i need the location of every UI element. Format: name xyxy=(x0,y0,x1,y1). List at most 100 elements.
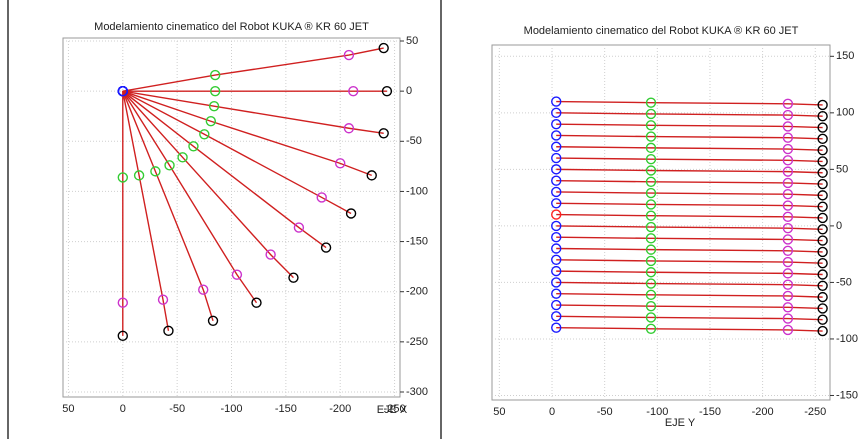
joint-marker xyxy=(265,249,276,260)
robot-link xyxy=(556,315,823,321)
joint-marker xyxy=(645,108,657,120)
joint-marker xyxy=(645,165,657,176)
joint-marker xyxy=(782,256,794,268)
joint-marker xyxy=(293,222,305,233)
joint-marker xyxy=(551,130,562,141)
robot-link xyxy=(556,179,823,185)
joint-marker xyxy=(645,267,657,278)
joint-marker xyxy=(188,141,199,152)
y-tick-label: -250 xyxy=(406,336,428,348)
joint-marker xyxy=(551,220,562,232)
joint-marker xyxy=(782,268,794,279)
robot-link xyxy=(122,90,327,249)
robot-link xyxy=(122,91,170,331)
joint-marker xyxy=(645,187,657,199)
joint-marker xyxy=(782,313,794,324)
joint-marker xyxy=(205,116,217,127)
joint-marker xyxy=(150,166,161,177)
x-tick-label: -100 xyxy=(646,406,668,418)
joint-marker xyxy=(817,280,828,292)
joint-marker xyxy=(316,192,327,203)
y-tick-label: 0 xyxy=(406,85,412,97)
joint-marker xyxy=(645,131,657,142)
joint-marker xyxy=(817,190,828,201)
robot-link xyxy=(556,202,823,208)
robot-link xyxy=(556,191,823,197)
x-tick-label: -150 xyxy=(699,406,721,418)
joint-marker xyxy=(551,254,562,266)
y-tick-label: 150 xyxy=(836,50,854,62)
y-tick-label: -200 xyxy=(406,286,428,298)
robot-link xyxy=(556,236,823,242)
joint-marker xyxy=(645,312,657,323)
joint-marker xyxy=(551,209,562,220)
joint-marker xyxy=(117,85,128,97)
joint-marker xyxy=(117,330,128,342)
x-tick-label: -50 xyxy=(597,406,613,418)
joint-marker xyxy=(551,175,562,186)
joint-marker xyxy=(817,246,828,258)
joint-marker xyxy=(177,152,188,163)
robot-link xyxy=(556,123,823,129)
joint-marker xyxy=(551,164,562,175)
robot-link xyxy=(556,112,823,117)
joint-marker xyxy=(645,153,657,165)
joint-marker xyxy=(817,201,828,212)
joint-marker xyxy=(645,221,657,233)
joint-marker xyxy=(645,300,657,312)
joint-marker xyxy=(817,235,828,246)
joint-marker xyxy=(817,224,828,235)
robot-link xyxy=(122,90,258,304)
joint-marker xyxy=(645,255,657,267)
joint-marker xyxy=(157,294,169,305)
joint-marker xyxy=(645,278,657,289)
robot-link xyxy=(556,326,823,332)
joint-marker xyxy=(817,122,828,133)
joint-marker xyxy=(208,100,220,112)
x-axis-label: EJE Y xyxy=(665,417,696,429)
joint-marker xyxy=(343,123,355,134)
robot-link xyxy=(556,293,823,298)
joint-marker xyxy=(817,314,828,325)
joint-marker xyxy=(551,288,562,299)
y-tick-label: -100 xyxy=(836,333,858,345)
joint-marker xyxy=(782,211,794,223)
joint-marker xyxy=(117,297,128,308)
joint-marker xyxy=(551,299,562,311)
joint-marker xyxy=(551,186,562,198)
joint-marker xyxy=(817,144,828,156)
joint-marker xyxy=(378,128,389,139)
joint-marker xyxy=(345,208,357,219)
robot-link xyxy=(122,90,352,215)
joint-marker xyxy=(320,242,332,253)
x-tick-label: -200 xyxy=(329,403,351,415)
joint-marker xyxy=(343,49,355,61)
joint-marker xyxy=(551,107,562,119)
joint-marker xyxy=(551,322,562,333)
joint-marker xyxy=(551,152,562,164)
joint-marker xyxy=(645,120,657,131)
joint-marker xyxy=(817,111,828,122)
y-tick-label: -150 xyxy=(836,389,858,401)
joint-marker xyxy=(782,200,794,211)
joint-marker xyxy=(782,189,794,200)
joint-marker xyxy=(782,166,794,177)
robot-link xyxy=(556,134,823,140)
joint-marker xyxy=(231,269,243,280)
y-tick-label: -100 xyxy=(406,185,428,197)
joint-marker xyxy=(645,244,657,255)
joint-marker xyxy=(645,289,657,301)
y-tick-label: 100 xyxy=(836,107,854,119)
joint-marker xyxy=(782,279,794,290)
joint-marker xyxy=(378,42,389,54)
x-tick-label: -200 xyxy=(752,406,774,418)
joint-marker xyxy=(645,233,657,244)
robot-link xyxy=(556,213,823,219)
joint-marker xyxy=(551,311,562,322)
x-tick-label: 0 xyxy=(120,403,126,415)
joint-marker xyxy=(817,325,828,337)
joint-marker xyxy=(207,315,219,326)
joint-marker xyxy=(645,210,657,221)
joint-marker xyxy=(551,96,562,107)
